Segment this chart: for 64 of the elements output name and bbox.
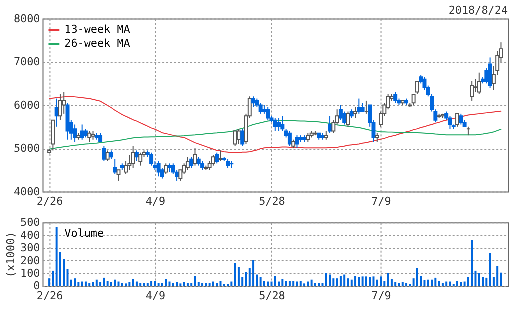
candlestick — [138, 152, 143, 166]
candlestick — [448, 116, 452, 130]
candlestick — [215, 152, 220, 164]
x-tick-label: 7/9 — [372, 290, 392, 303]
candlestick — [394, 92, 398, 104]
candlestick — [474, 78, 478, 93]
candlestick — [236, 128, 241, 145]
candlestick — [102, 146, 106, 162]
candlestick — [295, 135, 300, 150]
candlestick — [459, 113, 464, 126]
y-axis-title: (x1000) — [4, 232, 18, 278]
candlestick — [80, 124, 84, 140]
x-tick-label: 4/9 — [146, 195, 166, 208]
legend-label: 13-week MA — [64, 23, 131, 36]
y-tick-label: 400 — [20, 228, 40, 242]
candlestick — [233, 130, 238, 147]
candlestick — [277, 118, 282, 132]
candlestick — [338, 104, 343, 121]
y-tick-label: 8000 — [14, 12, 40, 26]
candlestick — [113, 158, 118, 175]
candlestick — [273, 118, 278, 132]
candlestick — [88, 130, 92, 143]
y-tick-label: 6000 — [14, 98, 40, 112]
legend-label: 26-week MA — [64, 37, 131, 50]
candlestick — [266, 106, 270, 121]
candlestick — [488, 57, 492, 88]
candlestick — [470, 80, 474, 102]
candlestick — [218, 150, 223, 162]
candlestick — [164, 163, 168, 175]
candlestick — [186, 156, 190, 171]
candlestick — [328, 116, 332, 134]
candlestick — [134, 150, 139, 162]
candlestick — [116, 170, 121, 182]
x-tick-label: 5/28 — [259, 290, 286, 303]
x-tick-label: 5/28 — [259, 195, 286, 208]
candlestick — [211, 154, 216, 166]
candlestick — [62, 92, 66, 114]
y-tick-label: 200 — [20, 254, 40, 268]
line-series — [49, 96, 502, 154]
x-tick-label: 7/9 — [372, 195, 392, 208]
candlestick — [51, 120, 56, 152]
candlestick — [106, 150, 110, 162]
series-label: Volume — [64, 227, 104, 240]
y-tick-label: 500 — [20, 216, 40, 230]
y-tick-label: 7000 — [14, 56, 40, 69]
y-tick-label: 300 — [20, 242, 40, 255]
x-tick-label: 4/9 — [146, 290, 166, 303]
y-tick-label: 5000 — [14, 142, 40, 156]
candlestick — [288, 130, 292, 147]
text: 2018/8/24 — [448, 4, 508, 17]
candlestick — [150, 152, 154, 166]
candlestick — [456, 113, 460, 128]
y-tick-label: 100 — [20, 266, 40, 280]
candlestick — [357, 98, 362, 114]
candlestick — [354, 106, 358, 119]
candlestick — [73, 124, 78, 143]
candlestick — [58, 94, 62, 121]
candlestick — [477, 72, 482, 95]
candlestick — [240, 128, 245, 147]
candlestick — [156, 161, 161, 178]
candlestick — [190, 156, 194, 168]
candlestick — [252, 96, 256, 108]
candlestick — [258, 102, 263, 114]
candlestick — [131, 146, 136, 168]
